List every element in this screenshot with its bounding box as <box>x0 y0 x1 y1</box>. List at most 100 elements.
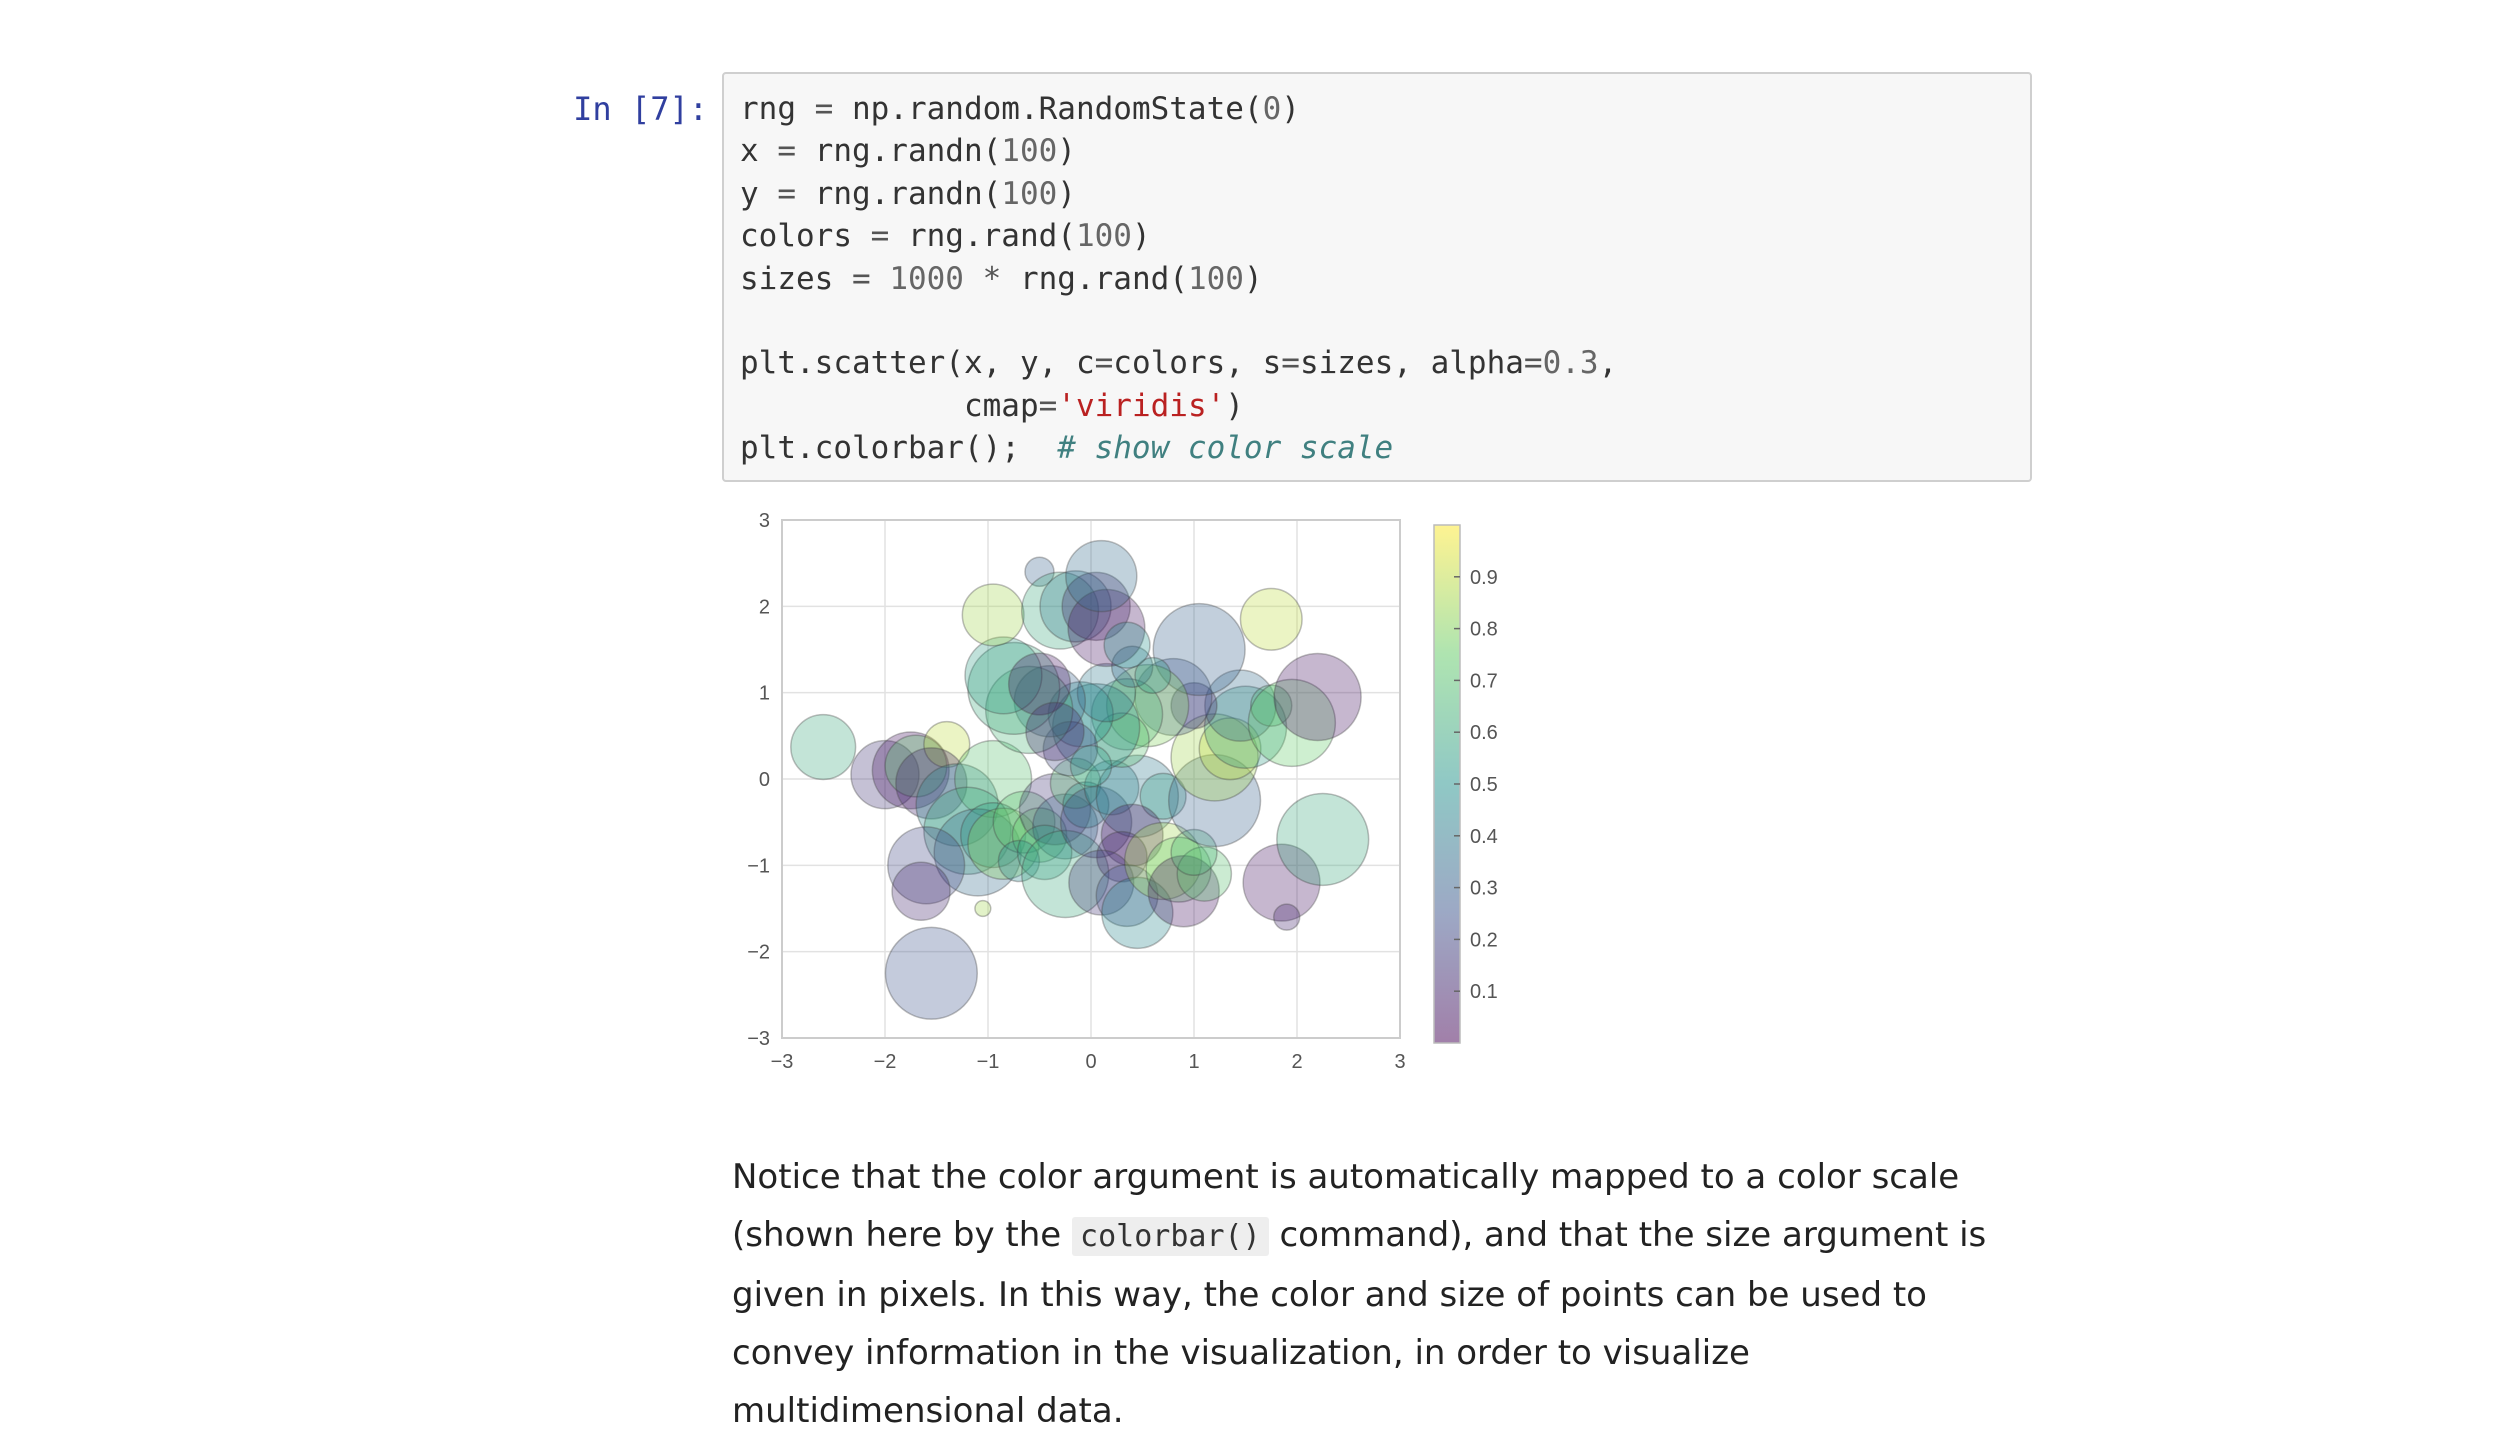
code-token: = <box>870 218 908 255</box>
scatter-point <box>1242 843 1321 922</box>
scatter-point <box>1013 665 1087 738</box>
code-token: = <box>851 260 890 297</box>
code-editor[interactable]: rng = np.random.RandomState(0) x = rng.r… <box>724 74 2030 484</box>
code-token: = <box>1523 345 1543 382</box>
x-tick-label: −3 <box>771 1051 794 1073</box>
code-token: 100 <box>1075 218 1132 255</box>
scatter-point <box>1049 757 1102 810</box>
scatter-point <box>1094 712 1150 768</box>
code-line: y = rng.randn(100) <box>740 176 1076 212</box>
code-line: plt.colorbar(); # show color scale <box>740 430 1393 466</box>
code-token: * <box>963 260 1020 297</box>
scatter-point <box>923 786 1012 876</box>
scatter-point <box>1123 821 1203 901</box>
scatter-point <box>1134 656 1172 694</box>
code-line: x = rng.randn(100) <box>740 133 1076 169</box>
scatter-point <box>1018 772 1092 846</box>
code-token: plt.scatter(x, y, c <box>740 345 1095 382</box>
scatter-point <box>1065 539 1138 613</box>
scatter-point <box>1016 824 1073 881</box>
scatter-point <box>1272 903 1301 931</box>
scatter-point <box>1067 588 1146 668</box>
x-tick-label: 1 <box>1188 1051 1199 1073</box>
scatter-point <box>967 807 1040 880</box>
colorbar-tick-label: 0.4 <box>1470 826 1498 848</box>
y-tick-label: 3 <box>759 510 770 532</box>
scatter-points <box>790 539 1370 1020</box>
scatter-point <box>1059 785 1133 859</box>
code-token: ) <box>1243 260 1263 297</box>
scatter-point <box>933 808 1022 897</box>
scatter-point <box>1170 713 1259 802</box>
code-token: = <box>1281 345 1300 382</box>
scatter-point <box>1090 678 1164 751</box>
code-line: plt.scatter(x, y, c=colors, s=sizes, alp… <box>740 345 1617 381</box>
prose-text-before: Notice that the color argument is automa… <box>732 1157 1960 1255</box>
code-cell[interactable]: rng = np.random.RandomState(0) x = rng.r… <box>722 72 2032 482</box>
scatter-point <box>1170 681 1218 730</box>
code-token: ) <box>1131 218 1151 255</box>
explanation-paragraph: Notice that the color argument is automa… <box>732 1148 2032 1440</box>
scatter-point <box>1198 717 1262 781</box>
code-token: sizes <box>740 260 852 297</box>
scatter-point <box>884 734 948 798</box>
code-line: colors = rng.rand(100) <box>740 218 1151 254</box>
code-token: = <box>1094 345 1114 382</box>
scatter-point <box>1134 657 1213 737</box>
scatter-point <box>1032 793 1099 860</box>
colorbar-tick-label: 0.5 <box>1470 774 1498 796</box>
y-tick-label: 1 <box>759 683 770 705</box>
code-token: = <box>814 91 852 127</box>
scatter-point <box>1239 587 1303 651</box>
scatter-point <box>1250 684 1293 727</box>
x-tick-label: 3 <box>1394 1051 1405 1073</box>
scatter-point <box>1076 662 1137 723</box>
x-tick-label: −2 <box>874 1051 897 1073</box>
code-line: rng = np.random.RandomState(0) <box>740 91 1300 127</box>
scatter-point <box>1276 792 1370 887</box>
scatter-point <box>1051 682 1141 772</box>
scatter-point <box>1042 720 1099 777</box>
scatter-point <box>1204 669 1277 742</box>
scatter-point <box>1147 854 1220 928</box>
code-token: = <box>1038 387 1058 424</box>
scatter-point <box>850 739 920 810</box>
scatter-point <box>1100 803 1164 867</box>
code-token: colors <box>740 218 871 255</box>
scatter-point <box>790 713 857 781</box>
plot-frame <box>781 519 1401 1039</box>
x-tick-label: −1 <box>977 1051 1000 1073</box>
y-tick-label: −1 <box>747 855 770 877</box>
prose-text-after: command), and that the size argument is … <box>732 1215 1987 1431</box>
code-token: np.random.RandomState( <box>851 91 1263 127</box>
scatter-point <box>1139 772 1187 820</box>
scatter-point <box>992 790 1056 854</box>
colorbar-tick-label: 0.8 <box>1470 619 1498 641</box>
code-token: rng.randn( <box>814 133 1002 170</box>
scatter-point <box>1095 864 1159 928</box>
scatter-point <box>1047 681 1114 748</box>
code-token: sizes, alpha <box>1299 345 1524 382</box>
code-token: 100 <box>1001 175 1058 212</box>
scatter-point <box>1069 744 1113 788</box>
scatter-point <box>1110 645 1154 689</box>
code-token: ) <box>1225 387 1244 424</box>
y-tick-label: 0 <box>759 769 770 791</box>
code-token: rng <box>740 91 815 127</box>
scatter-point <box>923 720 971 769</box>
code-token: ) <box>1281 91 1300 127</box>
code-token: = <box>777 175 815 212</box>
scatter-point <box>1170 828 1218 877</box>
scatter-point <box>1152 602 1246 697</box>
scatter-point <box>1103 621 1151 669</box>
scatter-point <box>1247 678 1337 768</box>
scatter-point <box>1039 570 1112 643</box>
code-token: 1000 <box>889 260 964 297</box>
code-token: # show color scale <box>1057 430 1394 467</box>
colorbar-tick-label: 0.7 <box>1470 670 1498 692</box>
code-token: = <box>777 133 815 170</box>
scatter-point <box>997 839 1041 883</box>
y-tick-labels: −3 −2 −1 0 1 2 3 <box>747 510 770 1050</box>
chart-axes <box>781 519 1401 1039</box>
